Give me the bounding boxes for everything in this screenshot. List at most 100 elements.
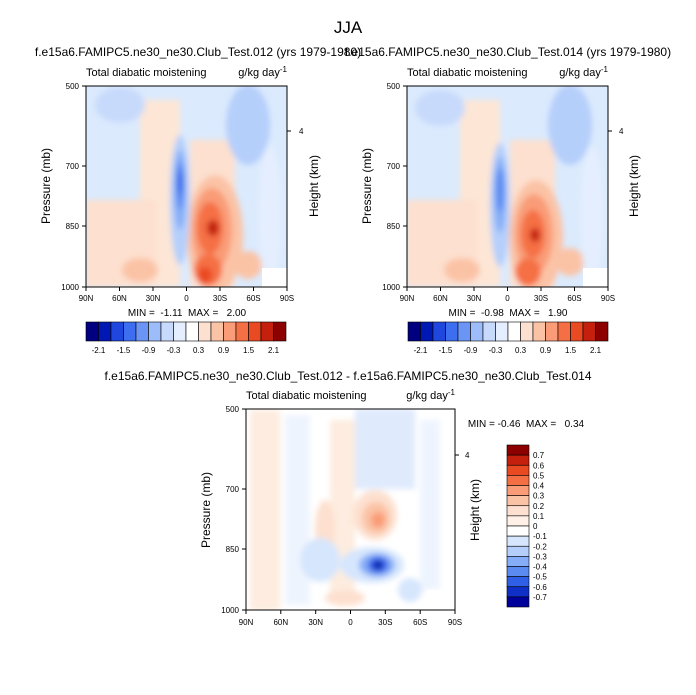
panel-1-ytick-850: 850 xyxy=(66,222,80,231)
colorbar-2-swatch xyxy=(445,321,459,342)
colorbar-2-label: -2.1 xyxy=(414,346,428,355)
colorbar-3-swatch xyxy=(506,566,530,577)
panel-2-field xyxy=(407,86,608,287)
panel-2-y2label: Height (km) xyxy=(627,155,641,217)
colorbar-1-swatch xyxy=(210,321,224,342)
panel-3-ytick-850: 850 xyxy=(226,545,240,554)
colorbar-2-label: 2.1 xyxy=(590,346,602,355)
panel-1-left-label: Total diabatic moistening xyxy=(86,67,206,79)
colorbar-3-label: 0.4 xyxy=(533,482,545,491)
panel-1-xtick-0: 0 xyxy=(184,294,189,303)
colorbar-3-swatch xyxy=(506,505,530,517)
colorbar-3-swatch xyxy=(506,556,530,567)
panel-3-xtick-0: 0 xyxy=(348,618,353,627)
colorbar-3-label: -0.7 xyxy=(533,593,547,602)
panel-2-left-label: Total diabatic moistening xyxy=(407,67,527,79)
colorbar-2-swatch xyxy=(457,321,471,342)
colorbar-2-swatch xyxy=(532,321,546,342)
panel-3-units-base: g/kg day xyxy=(406,390,448,402)
colorbar-1-label: 1.5 xyxy=(243,346,255,355)
colorbar-1-label: 2.1 xyxy=(268,346,280,355)
colorbar-3-label: -0.2 xyxy=(533,542,547,551)
panel-1-y2label: Height (km) xyxy=(307,155,321,217)
colorbar-3-swatch xyxy=(506,515,530,527)
panel-2-xtick-60n: 60N xyxy=(433,294,448,303)
panel-1-units-base: g/kg day xyxy=(238,67,280,79)
panel-2-title: f.e15a6.FAMIPC5.ne30_ne30.Club_Test.014 … xyxy=(345,45,671,59)
panel-1-stats: MIN = -1.11 MAX = 2.00 xyxy=(128,308,247,319)
panel-3-xtick-60s: 60S xyxy=(413,618,427,627)
colorbar-3-label: -0.6 xyxy=(533,583,547,592)
panel-3-y-ticks: 500 700 850 1000 xyxy=(221,405,246,615)
colorbar-2-label: -0.9 xyxy=(464,346,478,355)
colorbar-3-label: -0.4 xyxy=(533,563,547,572)
panel-2-y2tick-4: 4 xyxy=(619,127,624,136)
colorbar-3-label: 0.2 xyxy=(533,502,545,511)
colorbar-1-swatch xyxy=(248,321,262,342)
colorbar-1-label: -0.3 xyxy=(167,346,181,355)
panel-3-title: f.e15a6.FAMIPC5.ne30_ne30.Club_Test.012 … xyxy=(105,369,592,383)
panel-2-xtick-30n: 30N xyxy=(467,294,482,303)
colorbar-1-swatch xyxy=(98,321,112,342)
panel-3-units-exp: -1 xyxy=(448,388,456,397)
panel-2-units: g/kg day-1 xyxy=(559,65,608,79)
colorbar-2-swatch xyxy=(582,321,596,342)
colorbar-3-swatch xyxy=(506,495,530,507)
colorbar-3-swatch xyxy=(506,535,530,547)
colorbar-1-swatch xyxy=(173,321,187,342)
colorbar-3-swatch xyxy=(506,525,530,537)
colorbar-3-label: -0.5 xyxy=(533,573,547,582)
colorbar-1-swatch xyxy=(198,321,212,342)
panel-1-ylabel: Pressure (mb) xyxy=(39,148,53,224)
panel-3-ylabel: Pressure (mb) xyxy=(199,472,213,548)
colorbar-1-swatch xyxy=(148,321,162,342)
panel-2-xtick-90s: 90S xyxy=(601,294,615,303)
panel-2-ytick-850: 850 xyxy=(387,222,401,231)
colorbar-3-label: -0.1 xyxy=(533,532,547,541)
panel-1-field xyxy=(86,86,287,287)
panel-2-ytick-1000: 1000 xyxy=(382,283,400,292)
colorbar-2-swatch xyxy=(545,321,559,342)
panel-3-xtick-60n: 60N xyxy=(273,618,288,627)
colorbar-3-swatch xyxy=(506,454,530,466)
colorbar-2-swatch xyxy=(595,321,609,342)
panel-3-x-ticks: 90N 60N 30N 0 30S 60S 90S xyxy=(239,610,462,627)
panel-2-y-ticks: 500 700 850 1000 xyxy=(382,82,407,292)
panel-1-xtick-60s: 60S xyxy=(246,294,260,303)
panel-2: f.e15a6.FAMIPC5.ne30_ne30.Club_Test.014 … xyxy=(345,45,671,319)
panel-1-ytick-1000: 1000 xyxy=(61,283,79,292)
colorbar-2-swatch xyxy=(420,321,434,342)
panel-3-xtick-30n: 30N xyxy=(308,618,323,627)
colorbar-3-swatch xyxy=(506,576,530,588)
panel-3-left-label: Total diabatic moistening xyxy=(246,390,366,402)
colorbar-2-swatch xyxy=(520,321,534,342)
colorbar-1-swatch xyxy=(135,321,149,342)
panel-2-units-base: g/kg day xyxy=(559,67,601,79)
colorbar-3-label: 0.3 xyxy=(533,492,545,501)
colorbar-1-label: -0.9 xyxy=(142,346,156,355)
panel-1-y2tick-4: 4 xyxy=(299,127,304,136)
panel-1-units-exp: -1 xyxy=(280,65,288,74)
panel-1-xtick-90n: 90N xyxy=(79,294,94,303)
colorbar-3-swatch xyxy=(506,596,530,608)
colorbar-3-swatch xyxy=(506,545,530,557)
panel-3-xtick-90n: 90N xyxy=(239,618,254,627)
colorbar-2: -2.1 -1.5 -0.9 -0.3 0.3 0.9 1.5 2.1 xyxy=(407,321,609,355)
panel-3-xtick-90s: 90S xyxy=(448,618,462,627)
panel-3-ytick-700: 700 xyxy=(226,485,240,494)
colorbar-1-swatch xyxy=(273,321,287,342)
panel-2-stats: MIN = -0.98 MAX = 1.90 xyxy=(449,308,568,319)
colorbar-2-label: -1.5 xyxy=(439,346,453,355)
colorbar-2-swatch xyxy=(470,321,484,342)
panel-1-xtick-30s: 30S xyxy=(213,294,227,303)
colorbar-3-swatch xyxy=(506,586,530,598)
panel-1-ytick-500: 500 xyxy=(66,82,80,91)
colorbar-1: -2.1 -1.5 -0.9 -0.3 0.3 0.9 1.5 2.1 xyxy=(85,321,287,355)
colorbar-3-label: 0.1 xyxy=(533,512,545,521)
colorbar-1-swatch xyxy=(123,321,137,342)
panel-2-units-exp: -1 xyxy=(601,65,609,74)
panel-1-y-ticks: 500 700 850 1000 xyxy=(61,82,86,292)
colorbar-1-swatch xyxy=(110,321,124,342)
panel-2-ylabel: Pressure (mb) xyxy=(360,148,374,224)
